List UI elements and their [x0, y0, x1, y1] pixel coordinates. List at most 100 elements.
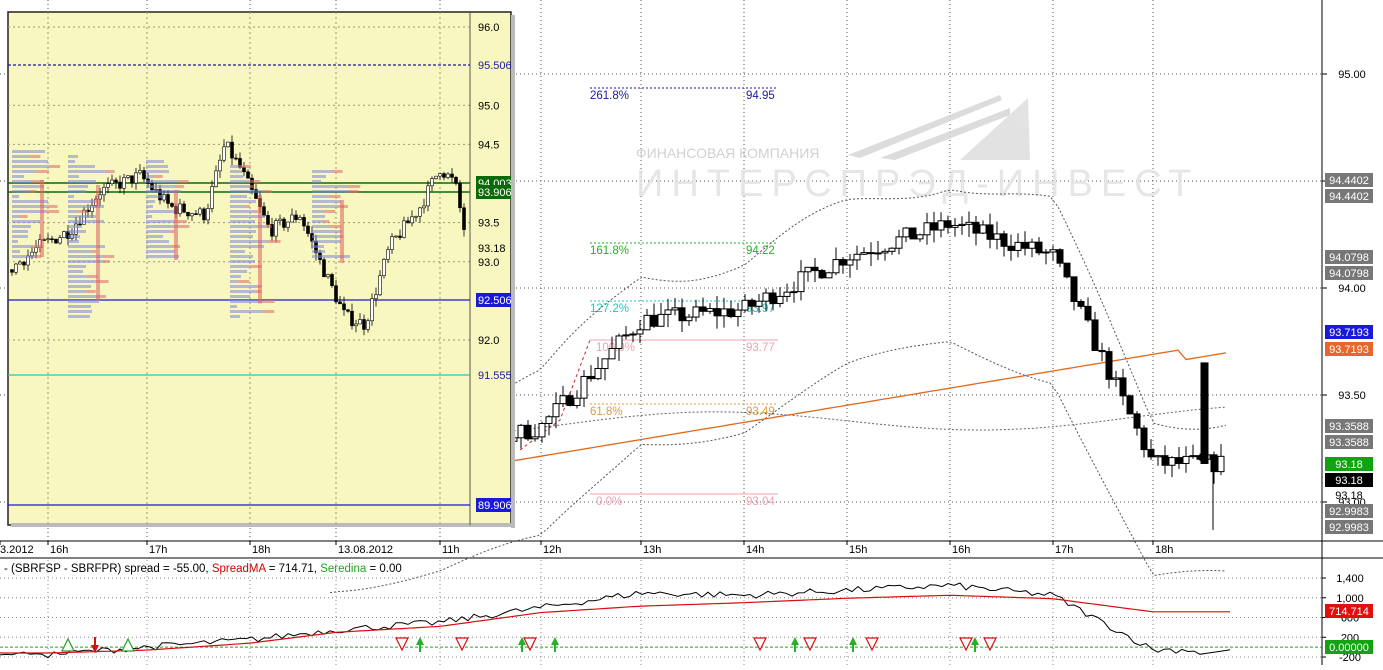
price-badge: 93.18: [1325, 457, 1373, 471]
inset-candle: [406, 216, 410, 224]
inset-candle: [458, 180, 462, 213]
inset-level-badge: 89.906: [476, 498, 512, 512]
inset-candle: [370, 293, 374, 326]
svg-text:92.9983: 92.9983: [1329, 506, 1369, 518]
candle: [629, 331, 637, 343]
inset-candle: [330, 272, 334, 288]
inset-y-label: 93.5: [478, 218, 499, 230]
sell-signal-icon: [865, 637, 879, 652]
candle: [587, 365, 595, 382]
candle: [874, 241, 882, 261]
svg-text:93.7193: 93.7193: [1329, 327, 1369, 339]
inset-y-label: 96.0: [478, 22, 499, 34]
spread-ma-line: [0, 594, 1230, 654]
inset-candle: [306, 221, 310, 237]
inset-candle: [430, 176, 434, 192]
inset-candle: [186, 211, 190, 220]
x-tick-label: 16h: [50, 544, 68, 556]
svg-text:95.506: 95.506: [478, 60, 512, 72]
price-badge: 93.3588: [1325, 419, 1373, 433]
inset-candle: [274, 218, 278, 242]
candle: [1182, 446, 1190, 473]
candle: [839, 256, 847, 274]
price-badge: 93.7193: [1325, 325, 1373, 339]
price-badge: 94.0798: [1325, 266, 1373, 280]
price-badge: 94.4402: [1325, 173, 1373, 187]
time-axis: 3.2012 16h 17h 18h 13.08.2012 11h 12h 13h 14h 15h…: [0, 541, 1173, 556]
candle: [720, 297, 728, 328]
inset-candle: [166, 190, 170, 209]
candle: [748, 298, 756, 315]
candle: [692, 299, 700, 322]
inset-candle: [422, 198, 426, 214]
inset-candle: [282, 217, 286, 231]
price-badge: 93.18: [1335, 490, 1363, 502]
inset-candle: [398, 229, 402, 241]
inset-candle: [202, 207, 206, 224]
fib-price: 93.04: [746, 496, 775, 508]
candle: [1042, 249, 1050, 265]
candle: [1126, 394, 1134, 415]
indicator-title-part: - (SBRFSP - SBRFPR) spread = -55.00,: [4, 563, 212, 575]
candle: [783, 283, 791, 302]
x-tick-label: 16h: [952, 544, 970, 556]
inset-candle: [246, 169, 250, 179]
inset-candle: [414, 215, 418, 222]
candle: [1133, 410, 1141, 436]
candle: [1063, 262, 1071, 279]
svg-text:89.906: 89.906: [478, 500, 512, 512]
fib-percent: 161.8%: [590, 245, 629, 257]
inset-candle: [402, 216, 406, 239]
inset-candle: [218, 154, 222, 178]
up-arrow-icon: [791, 637, 799, 645]
svg-text:93.18: 93.18: [1335, 490, 1363, 502]
inset-level-badge: 95.506: [478, 60, 512, 72]
inset-candle: [214, 165, 218, 188]
candle: [867, 242, 875, 267]
indicator-y-label: 1,400: [1336, 573, 1364, 585]
inset-candle: [450, 168, 454, 183]
inset-candle: [454, 175, 458, 186]
inset-candle: [138, 164, 142, 175]
up-arrow-icon: [971, 637, 979, 645]
candle: [1077, 299, 1085, 310]
inset-candle: [194, 210, 198, 215]
inset-candle: [442, 171, 446, 181]
inset-candle: [434, 175, 438, 180]
candle: [895, 229, 903, 255]
candle: [1007, 234, 1015, 261]
inset-candle: [182, 200, 186, 214]
candle: [636, 319, 644, 343]
inset-candle: [134, 167, 138, 190]
x-tick-label: 15h: [849, 544, 867, 556]
fib-percent: 0.0%: [596, 496, 622, 508]
inset-candle: [354, 319, 358, 333]
candle: [566, 392, 574, 407]
inset-candle: [394, 235, 398, 239]
candle: [1021, 231, 1029, 256]
candle: [797, 260, 805, 301]
y-tick-label: 93.50: [1338, 390, 1366, 402]
inset-candle: [230, 135, 234, 166]
inset-candle: [178, 198, 182, 217]
candle: [643, 308, 651, 331]
svg-text:94.0798: 94.0798: [1329, 252, 1369, 264]
svg-text:93.3588: 93.3588: [1329, 421, 1369, 433]
watermark-line2: ИНТЕРСПРЭД-ИНВЕСТ: [636, 163, 1200, 205]
candle: [1189, 444, 1197, 459]
inset-candle: [54, 238, 58, 244]
inset-candle: [222, 139, 226, 163]
candlesticks: [328, 211, 1225, 530]
candle: [916, 233, 924, 242]
candle: [853, 245, 861, 270]
candle: [601, 358, 609, 381]
candle: [986, 213, 994, 249]
candle: [1035, 237, 1043, 256]
price-badge: 92.9983: [1325, 520, 1373, 534]
inset-level-badge: 93.906: [476, 185, 512, 199]
up-arrow-icon: [849, 637, 857, 645]
candle: [993, 221, 1001, 250]
fib-price: 93.49: [746, 406, 775, 418]
candle: [776, 287, 784, 308]
